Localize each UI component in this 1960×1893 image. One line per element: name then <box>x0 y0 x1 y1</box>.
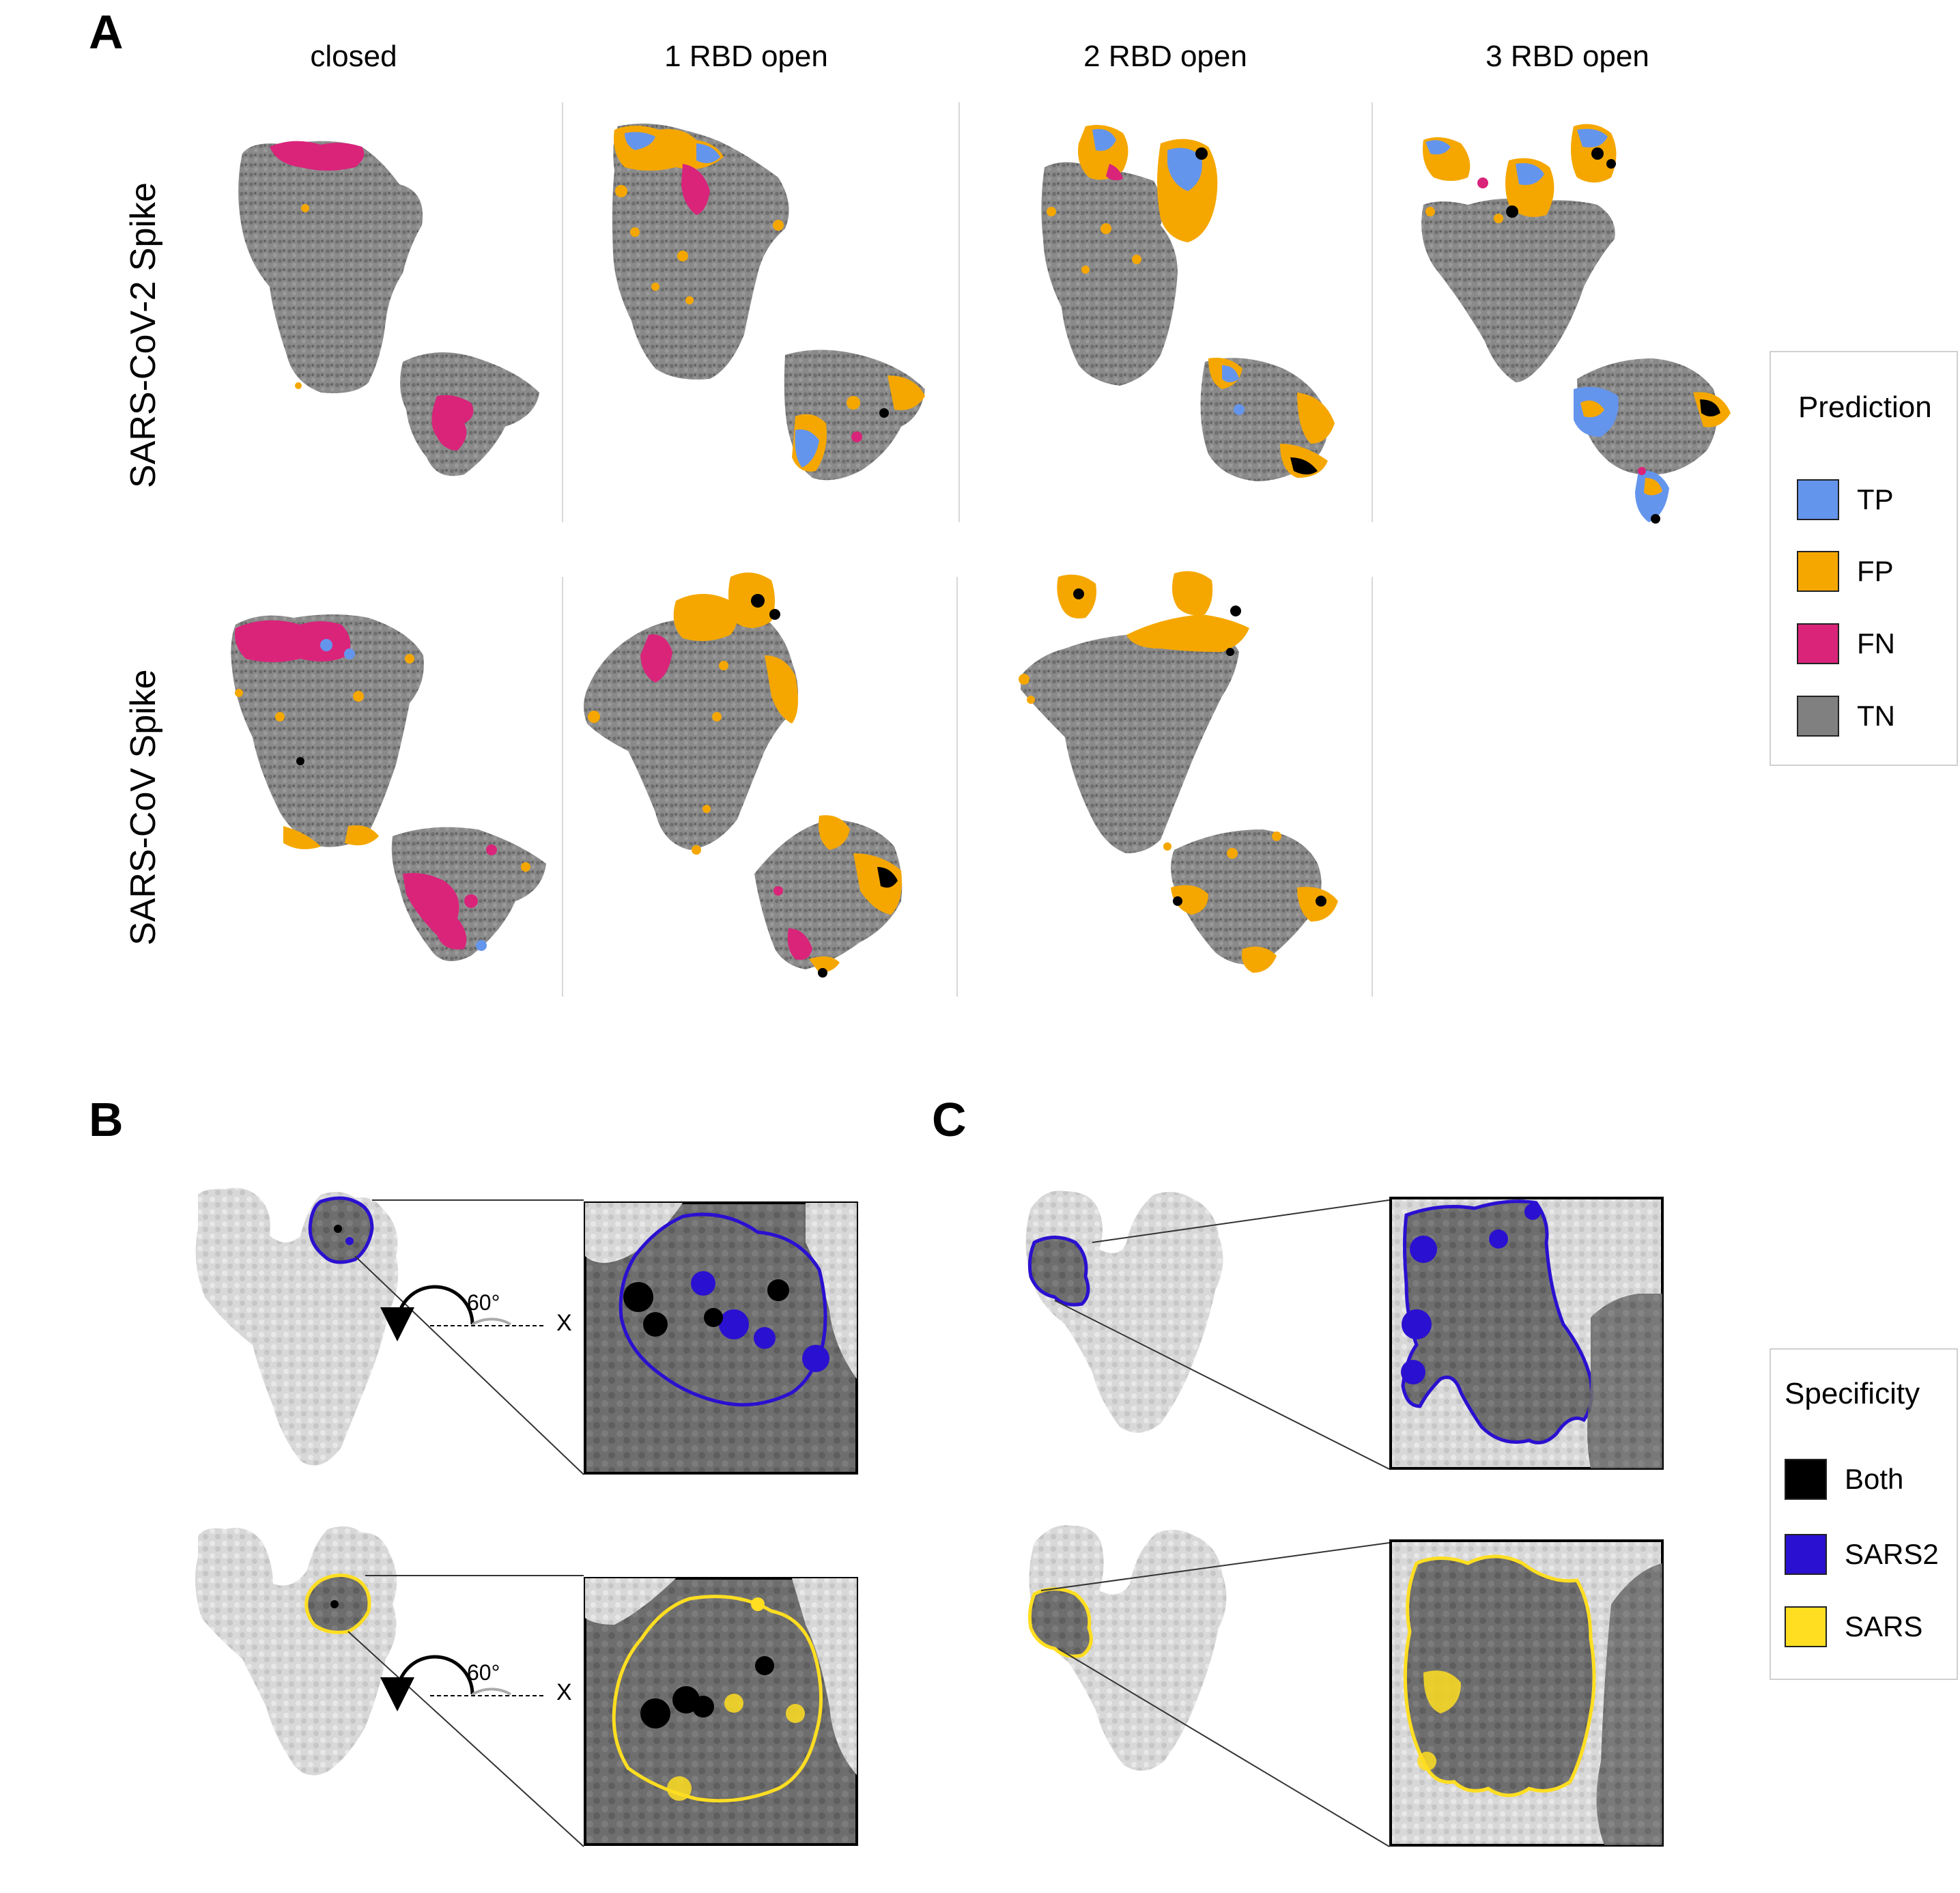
rotation-axis-label: X <box>556 1310 572 1336</box>
spike-sars2-3rbd-side <box>1421 124 1617 382</box>
spike-sars-2rbd-top <box>1171 829 1338 973</box>
panel-a-structures <box>231 124 1731 978</box>
prediction-legend-title: Prediction <box>1798 390 1932 424</box>
column-divider <box>562 577 563 997</box>
legend-swatch-both <box>1785 1459 1827 1500</box>
zoom-line <box>1057 1648 1390 1847</box>
column-header-3-rbd-open: 3 RBD open <box>1486 40 1649 73</box>
legend-swatch-sars2 <box>1785 1534 1827 1575</box>
column-divider <box>1372 102 1373 522</box>
zoom-line <box>1092 1199 1390 1243</box>
rotation-icon-b-top <box>380 1285 546 1341</box>
spike-c-sars <box>1027 1525 1227 1771</box>
legend-label-sars2: SARS2 <box>1845 1538 1939 1570</box>
column-divider <box>958 102 960 522</box>
legend-swatch-tn <box>1797 696 1839 737</box>
spike-sars-1rbd-top <box>754 815 903 978</box>
specificity-legend: Specificity Both SARS2 SARS <box>1770 1348 1958 1680</box>
spike-sars2-2rbd-top <box>1200 358 1335 481</box>
legend-label-tp: TP <box>1857 483 1894 515</box>
column-header-1-rbd-open: 1 RBD open <box>664 40 828 73</box>
panel-label-a: A <box>89 5 124 59</box>
spike-sars2-1rbd-top <box>784 350 925 481</box>
legend-item-sars2: SARS2 <box>1785 1534 1939 1575</box>
prediction-legend: Prediction TP FP FN TN <box>1770 351 1958 766</box>
spike-c-sars2 <box>1025 1191 1223 1433</box>
legend-item-fn: FN <box>1797 623 1895 664</box>
spike-sars2-closed-side <box>238 141 423 393</box>
spike-b-sars <box>195 1526 397 1776</box>
spike-sars-closed-top <box>391 827 546 961</box>
column-header-2-rbd-open: 2 RBD open <box>1083 40 1247 73</box>
column-divider <box>562 102 563 522</box>
specificity-legend-title: Specificity <box>1785 1377 1920 1410</box>
zoom-line <box>347 1631 584 1847</box>
legend-item-tp: TP <box>1797 479 1894 520</box>
spike-sars2-closed-top <box>400 352 539 476</box>
spike-sars-closed-side <box>231 614 424 849</box>
zoom-line <box>1054 1300 1390 1470</box>
legend-item-fp: FP <box>1797 551 1894 592</box>
spike-sars2-3rbd-top <box>1574 358 1731 524</box>
legend-label-sars: SARS <box>1845 1610 1923 1642</box>
spike-sars2-1rbd-side <box>612 124 789 380</box>
legend-label-tn: TN <box>1857 700 1895 732</box>
spike-sars2-2rbd-side <box>1041 124 1218 386</box>
rotation-angle-label: 60° <box>467 1290 500 1315</box>
zoom-line <box>1040 1542 1390 1591</box>
legend-item-both: Both <box>1785 1459 1903 1500</box>
legend-swatch-tp <box>1797 479 1839 520</box>
legend-label-fn: FN <box>1857 627 1895 659</box>
legend-swatch-sars <box>1785 1606 1827 1647</box>
panels-bc-structures <box>195 1188 1664 1847</box>
zoom-line <box>354 1255 584 1475</box>
legend-label-fp: FP <box>1857 555 1894 587</box>
column-divider <box>956 577 958 997</box>
panel-label-c: C <box>932 1093 967 1146</box>
column-divider <box>1372 577 1373 997</box>
rotation-angle-label: 60° <box>467 1660 500 1685</box>
rotation-axis-label: X <box>556 1679 572 1705</box>
legend-swatch-fn <box>1797 623 1839 664</box>
rotation-icon-b-bottom <box>380 1655 546 1711</box>
spike-sars-2rbd-side <box>1019 571 1249 853</box>
column-header-closed: closed <box>310 40 397 73</box>
legend-item-tn: TN <box>1797 696 1895 737</box>
spike-b-sars2 <box>195 1188 399 1466</box>
legend-item-sars: SARS <box>1785 1606 1922 1647</box>
spike-sars-1rbd-side <box>584 572 798 855</box>
legend-swatch-fp <box>1797 551 1839 592</box>
panel-label-b: B <box>89 1093 124 1146</box>
legend-label-both: Both <box>1845 1463 1904 1495</box>
